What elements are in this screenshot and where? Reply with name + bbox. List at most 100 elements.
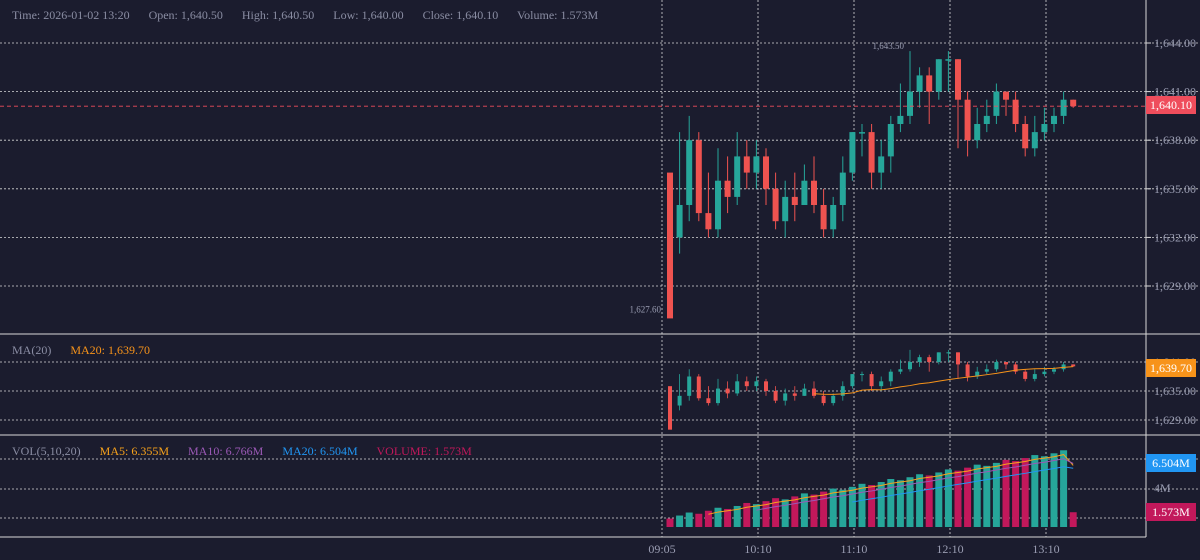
candle-body <box>667 172 673 319</box>
volume-bar <box>954 470 962 527</box>
mini-candle-body <box>812 388 816 396</box>
mini-candle-body <box>1052 369 1056 372</box>
volume-ma20-line <box>852 466 1074 503</box>
candle-body <box>1051 115 1057 124</box>
volume-ma5-line <box>708 454 1074 515</box>
vol-label: VOL(5,10,20) <box>12 444 81 458</box>
info-time: Time: 2026-01-02 13:20 <box>12 8 130 22</box>
vol-ma20-tag: 6.504M <box>1146 454 1196 472</box>
info-high: High: 1,640.50 <box>241 8 315 22</box>
volume-bar <box>800 493 808 527</box>
candle-body <box>983 115 990 124</box>
volume-bar <box>820 491 828 527</box>
candle-body <box>878 156 885 173</box>
volume-bars <box>666 450 1077 527</box>
candle-body <box>935 59 942 92</box>
volume-bar <box>1060 450 1068 527</box>
candle-body <box>887 124 894 157</box>
mini-candle-body <box>677 395 682 406</box>
price-tick-label: 1,638.00 <box>1154 133 1196 147</box>
candle-body <box>1060 99 1067 116</box>
mini-candle-body <box>984 369 989 372</box>
mini-candle-body <box>994 362 999 370</box>
candle-body <box>801 180 808 205</box>
volume-bar <box>810 494 818 527</box>
time-tick-label: 12:10 <box>936 542 963 556</box>
mini-candle-body <box>764 381 768 391</box>
mini-candle-body <box>1032 374 1037 379</box>
volume-bar <box>1021 458 1029 527</box>
mini-candle-body <box>936 352 941 362</box>
candle-body <box>868 132 875 173</box>
grid-lines <box>0 42 1200 519</box>
mini-candle-body <box>792 393 797 396</box>
mini-candle-body <box>1023 371 1028 379</box>
volume-bar <box>1040 456 1048 527</box>
volume-bar <box>906 477 914 527</box>
volume-bar <box>704 510 712 527</box>
mini-candle-body <box>908 362 912 370</box>
candle-body <box>705 213 712 230</box>
volume-bar <box>1012 461 1020 527</box>
volume-bar <box>916 474 924 527</box>
candle-body <box>907 91 913 116</box>
vol-panel-legend: VOL(5,10,20) MA5: 6.355M MA10: 6.766M MA… <box>12 444 488 459</box>
volume-tick-label: 4M <box>1154 481 1171 495</box>
volume-bar <box>983 465 991 527</box>
volume-bar <box>1069 512 1077 527</box>
mini-candle-body <box>802 388 807 396</box>
volume-bar <box>743 502 751 527</box>
time-tick-label: 09:05 <box>648 542 675 556</box>
ma-panel-legend: MA(20) MA20: 1,639.70 <box>12 343 166 358</box>
candle-body <box>926 75 933 92</box>
price-tick-label: 1,635.00 <box>1154 182 1196 196</box>
volume-bar <box>781 499 789 527</box>
candle-body <box>820 205 827 230</box>
mini-candle-body <box>840 386 845 396</box>
volume-bar <box>1002 459 1010 527</box>
candle-body <box>955 59 961 100</box>
mini-candle-body <box>1042 371 1047 375</box>
candle-body <box>753 156 760 173</box>
ma20-line <box>813 366 1074 395</box>
mini-candle-body <box>831 395 836 404</box>
candle-body <box>849 132 856 173</box>
volume-bar <box>992 462 1000 527</box>
candle-body <box>897 115 904 124</box>
mini-candle-body <box>716 388 720 404</box>
volume-bar <box>829 488 837 527</box>
candle-body <box>715 180 721 230</box>
mini-candle-body <box>975 371 980 377</box>
price-tick-label: 1,632.00 <box>1154 230 1196 244</box>
vol-ma20-value: MA20: 6.504M <box>282 444 358 458</box>
candle-body <box>1003 91 1009 100</box>
low-marker-label: 1,627.60 <box>630 305 662 315</box>
candle-body <box>811 180 817 205</box>
candle-body <box>974 124 981 141</box>
volume-last-tag: 1.573M <box>1146 503 1196 521</box>
volume-ma10-line <box>756 458 1074 511</box>
volume-bar <box>1050 453 1058 527</box>
candle-body <box>763 156 769 189</box>
last-price-tag: 1,640.10 <box>1146 96 1196 114</box>
volume-bar <box>868 485 876 527</box>
mini-candle-body <box>687 376 692 396</box>
volume-bar <box>964 467 972 527</box>
time-tick-label: 11:10 <box>841 542 868 556</box>
mini-candle-body <box>869 374 874 387</box>
vol-volume-value: VOLUME: 1.573M <box>376 444 472 458</box>
mini-candle-body <box>773 391 778 401</box>
volume-bar <box>925 475 933 527</box>
ohlc-info-bar: Time: 2026-01-02 13:20 Open: 1,640.50 Hi… <box>12 8 614 23</box>
candle-body <box>945 59 952 61</box>
candle-body <box>724 180 731 197</box>
candle-body <box>695 140 702 214</box>
volume-bar <box>887 479 895 527</box>
mini-candle-body <box>927 357 932 362</box>
candle-body <box>839 172 846 205</box>
mini-candle-body <box>946 352 951 354</box>
mini-candle-body <box>1071 364 1076 367</box>
candle-body <box>1031 132 1038 149</box>
volume-bar <box>714 507 722 527</box>
